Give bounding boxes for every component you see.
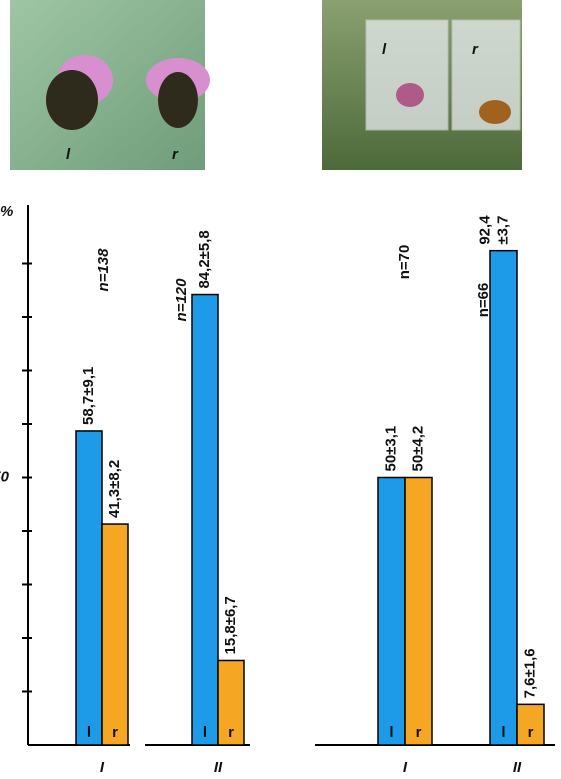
value-label-group: 50±4,2 (409, 426, 426, 472)
value-label: 50±3,1 (382, 426, 399, 472)
value-label-group: 84,2±5,8 (196, 230, 213, 288)
value-label-group: 58,7±9,1 (80, 367, 97, 425)
bar (378, 478, 405, 746)
bar-series-label: l (87, 724, 91, 741)
bar-series-label: l (203, 724, 207, 741)
bar (192, 295, 218, 745)
bar (76, 431, 102, 745)
bar-series-label: r (528, 724, 534, 741)
value-label-group: 92,4±3,7 (476, 215, 511, 245)
bee (479, 100, 511, 124)
x-tick-label: I (403, 759, 408, 776)
value-label-group: 50±3,1 (382, 426, 399, 472)
value-label-group: 7,6±1,6 (521, 648, 538, 698)
cage (366, 20, 448, 130)
x-tick-label: II (214, 759, 223, 776)
value-label-group: 41,3±8,2 (106, 460, 123, 518)
annotation-group: n=138 (95, 248, 112, 292)
y-axis-label: % (0, 203, 13, 220)
bar (405, 478, 432, 746)
photo-left: l r (10, 0, 210, 170)
x-tick-label: II (513, 759, 522, 776)
value-label: 7,6±1,6 (521, 648, 538, 698)
bar (102, 524, 128, 745)
flower (396, 83, 424, 107)
value-label-group: 15,8±6,7 (222, 596, 239, 654)
bar-series-label: r (228, 724, 234, 741)
bar-series-label: l (501, 724, 505, 741)
sample-size: n=66 (475, 283, 492, 318)
annotation-group: n=120 (173, 278, 190, 322)
bar (490, 251, 517, 745)
sample-size: n=120 (173, 278, 190, 322)
sample-size: n=138 (95, 248, 112, 292)
bee (46, 70, 98, 130)
sample-size: n=70 (396, 245, 413, 280)
annotation-group: n=66 (475, 283, 492, 318)
bar-series-label: r (416, 724, 422, 741)
value-label: 15,8±6,7 (222, 596, 239, 654)
bar-series-label: l (389, 724, 393, 741)
y-tick-label: 50 (0, 468, 10, 485)
value-label: 92,4±3,7 (476, 215, 511, 245)
figure: l r l r % 50 l 58,7±9,1 r 41,3±8,2 In=138 l 84,… (0, 0, 561, 779)
bee (158, 72, 198, 128)
value-label: 50±4,2 (409, 426, 426, 472)
annotation-group: n=70 (396, 245, 413, 280)
bar-series-label: r (112, 724, 118, 741)
x-tick-label: I (100, 759, 105, 776)
value-label: 58,7±9,1 (80, 367, 97, 425)
value-label: 84,2±5,8 (196, 230, 213, 288)
value-label: 41,3±8,2 (106, 460, 123, 518)
photo-right: l r (322, 0, 522, 170)
